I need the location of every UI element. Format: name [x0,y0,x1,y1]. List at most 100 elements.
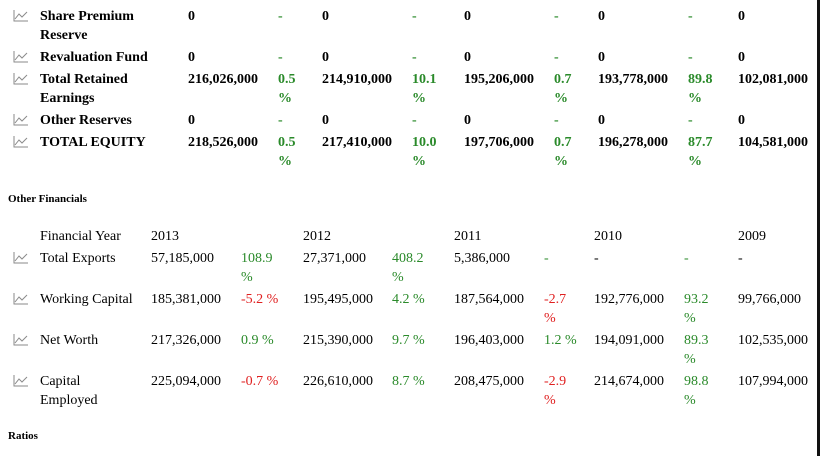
header-year-2013: 2013 [151,229,179,244]
chart-icon[interactable] [13,50,29,63]
change-2013: -5.2 % [241,292,279,307]
row-label: TOTAL EQUITY [40,135,146,150]
value-2013: 225,094,000 [151,374,221,389]
value-2011: 5,386,000 [454,251,510,266]
change-2011: 0.7 % [554,72,572,106]
header-label: Financial Year [40,229,121,244]
chart-icon[interactable] [13,251,29,264]
change-2012: 4.2 % [392,292,425,307]
value-2011: 0 [464,50,471,65]
change-2012: 10.0 % [412,135,437,169]
value-2010: 194,091,000 [594,333,664,348]
chart-icon[interactable] [13,9,29,22]
value-2011: 195,206,000 [464,72,534,87]
value-2012: 226,610,000 [303,374,373,389]
value-2013: 0 [188,9,195,24]
chart-icon[interactable] [13,374,29,387]
section-title-ratios: Ratios [8,430,38,442]
value-2009: - [738,251,743,266]
value-2010: 193,778,000 [598,72,668,87]
value-2011: 187,564,000 [454,292,524,307]
value-2010: 0 [598,50,605,65]
row-label: Total Retained Earnings [40,72,128,106]
change-2012: - [412,50,417,65]
header-year-2009: 2009 [738,229,766,244]
change-2010: 89.3 % [684,333,709,367]
value-2011: 208,475,000 [454,374,524,389]
value-2010: 192,776,000 [594,292,664,307]
row-label: Working Capital [40,292,133,307]
row-label: Share Premium Reserve [40,9,134,43]
value-2009: 102,081,000 [738,72,808,87]
value-2010: - [594,251,599,266]
change-2012: - [412,113,417,128]
right-border [817,0,820,456]
value-2012: 27,371,000 [303,251,366,266]
chart-icon[interactable] [13,292,29,305]
section-title-other-financials: Other Financials [8,193,87,205]
value-2013: 217,326,000 [151,333,221,348]
value-2009: 102,535,000 [738,333,808,348]
value-2013: 57,185,000 [151,251,214,266]
change-2012: 408.2 % [392,251,424,285]
change-2013: - [278,9,283,24]
change-2010: - [688,113,693,128]
row-label: Total Exports [40,251,116,266]
change-2011: 0.7 % [554,135,572,169]
value-2010: 0 [598,113,605,128]
value-2009: 0 [738,9,745,24]
change-2010: 89.8 % [688,72,713,106]
value-2011: 197,706,000 [464,135,534,150]
change-2011: 1.2 % [544,333,577,348]
change-2013: -0.7 % [241,374,279,389]
value-2010: 196,278,000 [598,135,668,150]
value-2011: 0 [464,9,471,24]
change-2013: 0.5 % [278,135,296,169]
change-2013: - [278,113,283,128]
change-2010: - [688,50,693,65]
value-2013: 0 [188,113,195,128]
value-2012: 215,390,000 [303,333,373,348]
change-2010: - [688,9,693,24]
value-2012: 214,910,000 [322,72,392,87]
change-2010: - [684,251,689,266]
row-label: Net Worth [40,333,99,348]
change-2012: 9.7 % [392,333,425,348]
chart-icon[interactable] [13,113,29,126]
value-2012: 195,495,000 [303,292,373,307]
change-2011: - [554,9,559,24]
value-2012: 0 [322,50,329,65]
change-2012: 10.1 % [412,72,437,106]
value-2010: 0 [598,9,605,24]
change-2010: 87.7 % [688,135,713,169]
value-2013: 0 [188,50,195,65]
header-year-2011: 2011 [454,229,482,244]
value-2009: 107,994,000 [738,374,808,389]
change-2012: 8.7 % [392,374,425,389]
value-2009: 0 [738,113,745,128]
change-2011: - [554,113,559,128]
value-2012: 0 [322,9,329,24]
value-2013: 218,526,000 [188,135,258,150]
change-2011: - [544,251,549,266]
change-2013: 0.5 % [278,72,296,106]
value-2009: 99,766,000 [738,292,801,307]
chart-icon[interactable] [13,135,29,148]
value-2011: 196,403,000 [454,333,524,348]
change-2013: - [278,50,283,65]
change-2013: 0.9 % [241,333,274,348]
chart-icon[interactable] [13,333,29,346]
row-label: Other Reserves [40,113,132,128]
row-label: Revaluation Fund [40,50,148,65]
change-2011: - [554,50,559,65]
value-2010: 214,674,000 [594,374,664,389]
value-2012: 0 [322,113,329,128]
value-2009: 0 [738,50,745,65]
header-year-2010: 2010 [594,229,622,244]
row-label: Capital Employed [40,374,98,408]
value-2012: 217,410,000 [322,135,392,150]
value-2011: 0 [464,113,471,128]
chart-icon[interactable] [13,72,29,85]
change-2012: - [412,9,417,24]
